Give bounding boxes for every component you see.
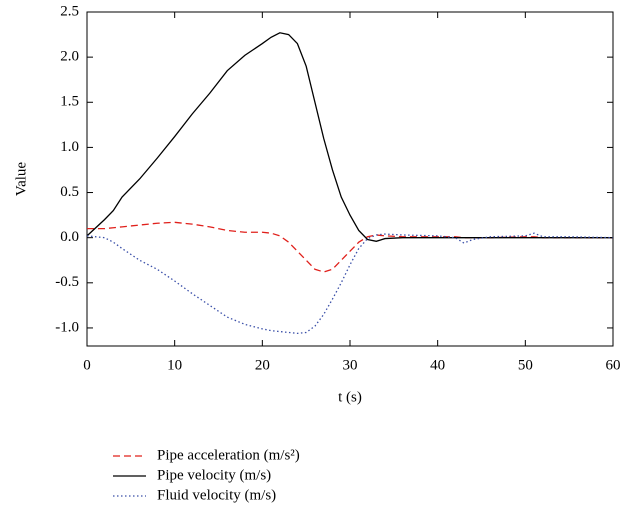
y-tick-label: 1.5 [60, 94, 79, 110]
legend-label: Pipe acceleration (m/s²) [157, 447, 300, 463]
x-tick-label: 20 [255, 357, 270, 373]
plot-frame [86, 11, 614, 347]
y-tick-label: -0.5 [55, 274, 79, 290]
series-line [86, 32, 613, 242]
x-tick-label: 50 [518, 357, 533, 373]
y-tick-label: -1.0 [55, 319, 79, 335]
y-tick-label: 0.5 [60, 184, 79, 200]
legend-label: Pipe velocity (m/s) [157, 467, 271, 483]
y-tick-label: 2.5 [60, 3, 79, 19]
x-tick-label: 40 [430, 357, 445, 373]
legend-label: Fluid velocity (m/s) [157, 487, 276, 503]
y-tick-label: 0.0 [60, 229, 79, 245]
y-tick-label: 2.0 [60, 49, 79, 65]
y-axis-title: Value [13, 162, 29, 196]
series-line [86, 232, 614, 335]
x-tick-label: 60 [606, 357, 621, 373]
x-tick-label: 0 [83, 357, 91, 373]
x-axis-title: t (s) [338, 389, 362, 405]
series-line [87, 221, 613, 273]
y-tick-label: 1.0 [60, 139, 79, 155]
x-tick-label: 10 [167, 357, 182, 373]
x-tick-label: 30 [343, 357, 358, 373]
